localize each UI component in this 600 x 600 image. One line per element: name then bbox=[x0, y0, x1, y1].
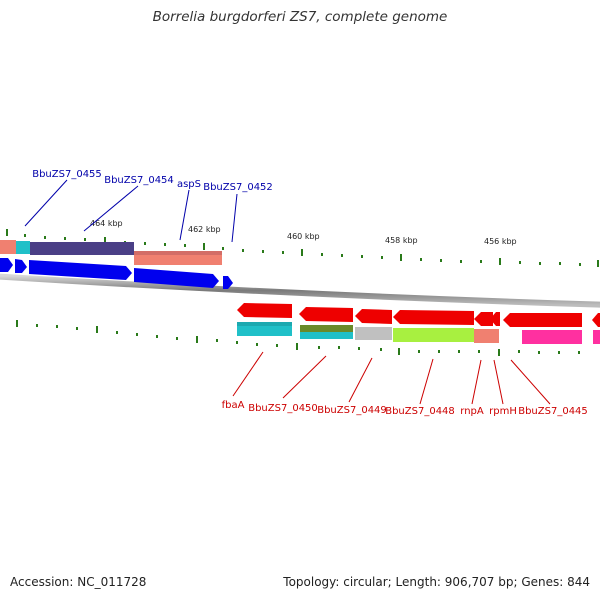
gene-arrow-blue-5 bbox=[223, 276, 233, 289]
feature-block-magenta-right bbox=[593, 330, 600, 344]
top-label-leaders bbox=[24, 179, 238, 243]
gene-label-rpmh[interactable]: rpmH bbox=[489, 406, 517, 417]
gene-label-bbuzs7-0455[interactable]: BbuZS7_0455 bbox=[32, 169, 102, 180]
lower-tick-row bbox=[16, 320, 580, 356]
upper-tick-row bbox=[6, 229, 599, 267]
gene-label-fbaa[interactable]: fbaA bbox=[222, 400, 245, 411]
gene-arrow-blue-3 bbox=[29, 260, 132, 280]
feature-block-olive bbox=[300, 325, 353, 332]
feature-block-slate bbox=[30, 242, 134, 255]
gene-arrow-red-9 bbox=[592, 313, 600, 327]
forward-gene-arrows bbox=[0, 258, 233, 289]
upper-feature-band bbox=[0, 240, 222, 265]
feature-block-salmon-low bbox=[474, 329, 499, 343]
genome-summary-text: Topology: circular; Length: 906,707 bp; … bbox=[283, 575, 590, 589]
gene-arrow-red-1 bbox=[237, 303, 292, 318]
gene-arrow-red-4 bbox=[393, 310, 474, 325]
gene-label-bbuzs7-0449[interactable]: BbuZS7_0449 bbox=[317, 405, 387, 416]
scale-label-456: 456 kbp bbox=[484, 237, 517, 246]
feature-block-teal-2 bbox=[300, 332, 353, 339]
scale-label-462: 462 kbp bbox=[188, 225, 221, 234]
genome-backbone bbox=[0, 273, 600, 308]
feature-block-magenta bbox=[522, 330, 582, 344]
gene-arrow-blue-1 bbox=[0, 258, 13, 272]
gene-arrow-blue-4 bbox=[134, 268, 219, 288]
top-gene-labels: BbuZS7_0455 BbuZS7_0454 aspS BbuZS7_0452 bbox=[32, 169, 273, 193]
gene-arrow-red-2 bbox=[299, 307, 353, 322]
gene-label-bbuzs7-0450[interactable]: BbuZS7_0450 bbox=[248, 403, 318, 414]
feature-block-lime bbox=[393, 328, 474, 342]
scale-labels: 464 kbp 462 kbp 460 kbp 458 kbp 456 kbp bbox=[90, 219, 517, 246]
lower-feature-band bbox=[237, 322, 600, 344]
feature-block-cyan bbox=[16, 241, 30, 254]
gene-label-bbuzs7-0445[interactable]: BbuZS7_0445 bbox=[518, 406, 588, 417]
map-title: Borrelia burgdorferi ZS7, complete genom… bbox=[152, 9, 448, 25]
bottom-gene-labels: fbaA BbuZS7_0450 BbuZS7_0449 BbuZS7_0448… bbox=[222, 400, 588, 417]
bottom-label-leaders bbox=[232, 351, 551, 405]
gene-label-bbuzs7-0448[interactable]: BbuZS7_0448 bbox=[385, 406, 455, 417]
gene-arrow-blue-2 bbox=[15, 259, 27, 273]
scale-label-458: 458 kbp bbox=[385, 236, 418, 245]
gene-arrow-red-8 bbox=[510, 313, 582, 327]
gene-arrow-red-6 bbox=[490, 312, 500, 326]
gene-label-rnpa[interactable]: rnpA bbox=[460, 406, 484, 417]
reverse-gene-arrows bbox=[237, 303, 600, 327]
scale-label-464: 464 kbp bbox=[90, 219, 123, 228]
scale-label-460: 460 kbp bbox=[287, 232, 320, 241]
feature-block-grey bbox=[355, 327, 392, 340]
gene-label-asps[interactable]: aspS bbox=[177, 179, 201, 190]
gene-label-bbuzs7-0454[interactable]: BbuZS7_0454 bbox=[104, 175, 174, 186]
feature-block-salmon-left bbox=[0, 240, 16, 254]
gene-arrow-red-3 bbox=[355, 309, 392, 324]
accession-text: Accession: NC_011728 bbox=[10, 575, 147, 589]
gene-arrow-red-5 bbox=[474, 312, 493, 326]
gene-label-bbuzs7-0452[interactable]: BbuZS7_0452 bbox=[203, 182, 273, 193]
